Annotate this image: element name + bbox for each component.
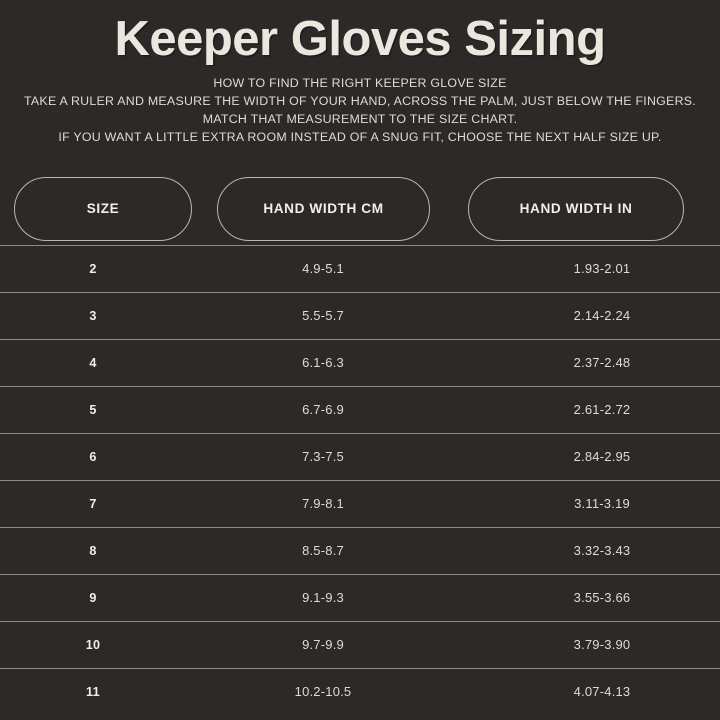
cell-size: 11 [86, 684, 100, 699]
page-title: Keeper Gloves Sizing [114, 12, 606, 66]
cell-size: 9 [89, 590, 97, 605]
cell-size: 10 [85, 637, 101, 652]
cell-hand-width-cm: 8.5-8.7 [302, 543, 344, 559]
cell-hand-width-in: 1.93-2.01 [573, 261, 631, 277]
cell-hand-width-in: 2.37-2.48 [573, 355, 631, 371]
cell-hand-width-in: 3.11-3.19 [574, 496, 630, 512]
table-row: 8 8.5-8.7 3.32-3.43 [0, 526, 720, 574]
cell-hand-width-cm: 7.9-8.1 [302, 496, 344, 512]
cell-size: 4 [89, 355, 97, 370]
cell-hand-width-cm: 6.1-6.3 [302, 355, 344, 371]
column-header-size-label: SIZE [86, 201, 120, 217]
cell-hand-width-in: 2.84-2.95 [573, 449, 631, 465]
table-row: 2 4.9-5.1 1.93-2.01 [0, 244, 720, 292]
cell-hand-width-in: 2.61-2.72 [573, 402, 631, 418]
cell-size: 6 [89, 449, 97, 464]
column-header-hand-width-in: HAND WIDTH IN [468, 176, 684, 241]
intro-instructions: HOW TO FIND THE RIGHT KEEPER GLOVE SIZE … [0, 67, 720, 147]
cell-hand-width-cm: 9.7-9.9 [302, 637, 344, 653]
intro-line-2: TAKE A RULER AND MEASURE THE WIDTH OF YO… [24, 94, 696, 109]
intro-line-3: MATCH THAT MEASUREMENT TO THE SIZE CHART… [202, 112, 518, 127]
cell-size: 2 [89, 261, 97, 276]
column-header-hand-width-in-label: HAND WIDTH IN [519, 201, 633, 217]
cell-hand-width-cm: 9.1-9.3 [302, 590, 344, 606]
cell-hand-width-cm: 7.3-7.5 [302, 449, 344, 465]
cell-hand-width-cm: 4.9-5.1 [302, 261, 344, 277]
cell-hand-width-cm: 5.5-5.7 [302, 308, 344, 324]
cell-hand-width-cm: 10.2-10.5 [294, 684, 352, 700]
cell-size: 8 [89, 543, 97, 558]
table-row: 3 5.5-5.7 2.14-2.24 [0, 291, 720, 339]
table-row: 6 7.3-7.5 2.84-2.95 [0, 432, 720, 480]
cell-size: 7 [89, 496, 97, 511]
column-header-hand-width-cm: HAND WIDTH CM [217, 176, 430, 241]
cell-hand-width-in: 3.79-3.90 [573, 637, 631, 653]
table-row: 4 6.1-6.3 2.37-2.48 [0, 338, 720, 386]
column-header-hand-width-cm-label: HAND WIDTH CM [263, 201, 384, 217]
table-row: 9 9.1-9.3 3.55-3.66 [0, 573, 720, 621]
cell-hand-width-in: 3.32-3.43 [573, 543, 631, 559]
table-row: 11 10.2-10.5 4.07-4.13 [0, 667, 720, 715]
cell-size: 3 [89, 308, 97, 323]
cell-size: 5 [89, 402, 97, 417]
cell-hand-width-cm: 6.7-6.9 [302, 402, 344, 418]
table-header-row: SIZE HAND WIDTH CM HAND WIDTH IN [0, 161, 720, 245]
intro-line-1: HOW TO FIND THE RIGHT KEEPER GLOVE SIZE [213, 75, 507, 90]
table-row: 7 7.9-8.1 3.11-3.19 [0, 479, 720, 527]
table-row: 10 9.7-9.9 3.79-3.90 [0, 620, 720, 668]
column-header-size: SIZE [14, 176, 192, 241]
intro-line-4: IF YOU WANT A LITTLE EXTRA ROOM INSTEAD … [58, 130, 662, 145]
table-row: 5 6.7-6.9 2.61-2.72 [0, 385, 720, 433]
cell-hand-width-in: 2.14-2.24 [573, 308, 631, 324]
cell-hand-width-in: 4.07-4.13 [573, 684, 631, 700]
sizing-table: 2 4.9-5.1 1.93-2.01 3 5.5-5.7 2.14-2.24 4 6.1-6… [0, 244, 720, 715]
cell-hand-width-in: 3.55-3.66 [573, 590, 631, 606]
